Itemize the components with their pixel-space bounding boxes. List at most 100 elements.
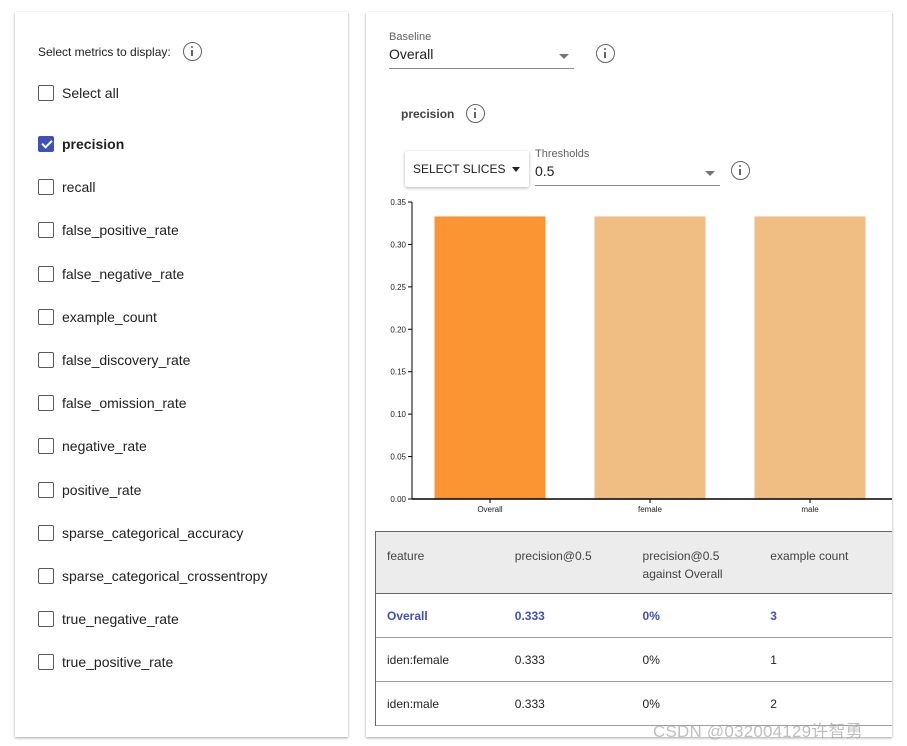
table-cell: 0.333 <box>514 608 545 623</box>
table-cell: iden:female <box>387 652 450 667</box>
metric-checkbox-true-positive-rate[interactable]: true_positive_rate <box>38 653 173 671</box>
table-header-cell: feature <box>387 549 425 563</box>
metric-label: false_positive_rate <box>62 222 179 239</box>
table-cell: 1 <box>770 652 777 667</box>
metric-label: true_negative_rate <box>62 611 179 628</box>
table-header-cell: precision@0.5 against Overall <box>642 549 723 581</box>
select-all-checkbox[interactable]: Select all <box>38 84 119 102</box>
metric-checkbox-negative-rate[interactable]: negative_rate <box>38 437 147 455</box>
metric-checkbox-sparse-categorical-crossentropy[interactable]: sparse_categorical_crossentropy <box>38 567 267 585</box>
y-tick-label: 0.25 <box>390 283 406 292</box>
checkbox-icon[interactable] <box>38 611 54 628</box>
y-tick-label: 0.05 <box>390 453 406 462</box>
baseline-select[interactable]: Baseline Overall <box>389 31 574 71</box>
bar-overall[interactable] <box>434 216 546 499</box>
baseline-info-icon[interactable] <box>596 44 615 63</box>
checkbox-icon[interactable] <box>38 308 54 325</box>
baseline-value[interactable]: Overall <box>389 46 434 62</box>
metrics-header: Select metrics to display: <box>38 42 202 61</box>
metric-visualization-panel: Baseline Overall precision SELECT SLICES… <box>366 12 892 737</box>
metrics-table: feature precision@0.5 precision@0.5 agai… <box>375 531 892 726</box>
metric-label: false_negative_rate <box>62 265 185 282</box>
table-row: Overall 0.333 0% 3 <box>376 594 892 638</box>
metric-checkbox-false-discovery-rate[interactable]: false_discovery_rate <box>38 351 190 369</box>
metric-title-label: precision <box>401 106 455 121</box>
table-cell: 0.333 <box>514 652 545 667</box>
table-cell: 3 <box>770 608 777 623</box>
table-cell: 0% <box>642 696 660 711</box>
y-tick-label: 0.10 <box>390 410 406 419</box>
table-cell: Overall <box>387 608 428 623</box>
metric-checkbox-recall[interactable]: recall <box>38 178 95 196</box>
metric-label: negative_rate <box>62 438 147 455</box>
metric-title: precision <box>401 104 486 123</box>
info-icon[interactable] <box>182 42 202 61</box>
metric-label: false_discovery_rate <box>62 352 191 368</box>
metric-label: precision <box>62 136 125 152</box>
thresholds-underline <box>535 185 720 186</box>
metric-label: sparse_categorical_accuracy <box>62 524 244 541</box>
metrics-panel: Select metrics to display: Select all pr… <box>15 12 348 737</box>
bar-female[interactable] <box>594 216 706 499</box>
table-row: iden:female 0.333 0% 1 <box>376 638 892 682</box>
chevron-down-icon[interactable] <box>705 171 715 176</box>
chevron-down-icon[interactable] <box>559 54 569 59</box>
metric-checkbox-precision[interactable]: precision <box>38 135 124 153</box>
table-header-cell: example count <box>770 549 849 563</box>
metric-checkbox-sparse-categorical-accuracy[interactable]: sparse_categorical_accuracy <box>38 524 243 542</box>
metric-checkbox-true-negative-rate[interactable]: true_negative_rate <box>38 610 179 628</box>
thresholds-value[interactable]: 0.5 <box>535 163 555 179</box>
x-tick-label: Overall <box>477 505 503 514</box>
checkbox-icon[interactable] <box>38 654 54 671</box>
checkbox-icon[interactable] <box>38 179 54 196</box>
checkbox-icon[interactable] <box>38 265 54 282</box>
x-tick-label: male <box>801 505 819 514</box>
metric-checkbox-example-count[interactable]: example_count <box>38 308 157 326</box>
thresholds-select[interactable]: Thresholds 0.5 <box>535 148 720 186</box>
checkbox-icon[interactable] <box>38 568 54 584</box>
bar-male[interactable] <box>754 216 866 499</box>
metric-checkbox-positive-rate[interactable]: positive_rate <box>38 481 141 499</box>
thresholds-label: Thresholds <box>535 148 590 160</box>
checkbox-icon[interactable] <box>38 395 54 412</box>
checkbox-checked-icon[interactable] <box>38 136 54 152</box>
y-tick-label: 0.00 <box>390 495 406 504</box>
table-header-cell: precision@0.5 <box>514 549 592 563</box>
caret-down-icon <box>512 166 521 172</box>
y-tick-label: 0.15 <box>390 368 406 377</box>
table-row: iden:male 0.333 0% 2 <box>376 682 892 726</box>
table-cell: 0% <box>642 652 660 667</box>
select-all-label: Select all <box>62 85 119 101</box>
metric-label: positive_rate <box>62 481 142 498</box>
checkbox-icon[interactable] <box>38 524 54 541</box>
metric-label: false_omission_rate <box>62 395 187 412</box>
metric-info-icon[interactable] <box>466 104 486 123</box>
baseline-label: Baseline <box>389 31 432 43</box>
bar-chart: 0.00 0.05 0.10 0.15 0.20 0.25 0.30 0.35 Overall f… <box>390 198 892 514</box>
watermark: CSDN @032004129许智勇 <box>653 722 863 741</box>
y-tick-label: 0.35 <box>390 198 406 207</box>
select-slices-button[interactable]: SELECT SLICES <box>405 151 529 187</box>
checkbox-icon[interactable] <box>38 85 54 101</box>
table-header-row: feature precision@0.5 precision@0.5 agai… <box>376 532 892 594</box>
checkbox-icon[interactable] <box>38 438 54 455</box>
thresholds-info-icon[interactable] <box>731 161 750 180</box>
metric-label: true_positive_rate <box>62 654 174 671</box>
table-cell: 0% <box>642 608 660 623</box>
metric-checkbox-false-positive-rate[interactable]: false_positive_rate <box>38 221 179 239</box>
y-tick-label: 0.20 <box>390 325 406 334</box>
table-cell: iden:male <box>387 696 440 711</box>
y-tick-label: 0.30 <box>390 240 406 249</box>
x-tick-label: female <box>638 505 663 514</box>
checkbox-icon[interactable] <box>38 481 54 498</box>
baseline-underline <box>389 68 574 69</box>
select-slices-label: SELECT SLICES <box>413 162 506 176</box>
metric-checkbox-false-omission-rate[interactable]: false_omission_rate <box>38 394 187 412</box>
metrics-header-label: Select metrics to display: <box>38 44 171 59</box>
table-cell: 0.333 <box>514 696 545 711</box>
metric-checkbox-false-negative-rate[interactable]: false_negative_rate <box>38 265 184 283</box>
table-cell: 2 <box>770 696 777 711</box>
checkbox-icon[interactable] <box>38 222 54 239</box>
metric-label: example_count <box>62 308 157 325</box>
checkbox-icon[interactable] <box>38 352 54 368</box>
